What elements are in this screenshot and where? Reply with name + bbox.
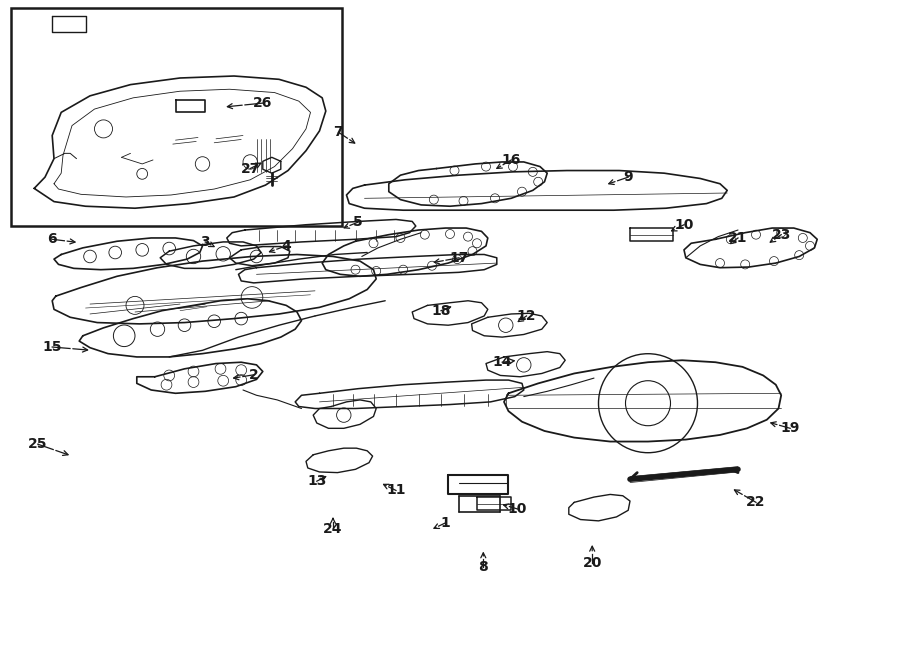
Text: 25: 25 — [28, 437, 48, 451]
Text: 23: 23 — [771, 227, 791, 242]
Text: 6: 6 — [48, 232, 57, 247]
Text: 27: 27 — [240, 161, 260, 176]
Text: 21: 21 — [728, 231, 748, 245]
Text: 7: 7 — [334, 125, 343, 139]
Text: 16: 16 — [501, 153, 521, 167]
Text: 5: 5 — [354, 215, 363, 229]
Text: 2: 2 — [249, 368, 258, 382]
Text: 18: 18 — [431, 303, 451, 318]
Text: 10: 10 — [508, 502, 527, 516]
Text: 9: 9 — [624, 170, 633, 184]
Text: 1: 1 — [441, 516, 450, 530]
Text: 20: 20 — [582, 556, 602, 570]
Text: 3: 3 — [201, 235, 210, 249]
Text: 13: 13 — [307, 474, 327, 488]
Text: 24: 24 — [323, 522, 343, 536]
Text: 8: 8 — [479, 560, 488, 574]
Bar — [11, 8, 342, 226]
Text: 15: 15 — [42, 340, 62, 354]
Text: 12: 12 — [517, 309, 536, 323]
Text: 10: 10 — [674, 217, 694, 232]
Text: 11: 11 — [386, 483, 406, 498]
Text: 22: 22 — [746, 495, 766, 510]
Text: 14: 14 — [492, 355, 512, 369]
Text: 4: 4 — [282, 239, 291, 253]
Text: 26: 26 — [253, 96, 273, 110]
Text: 17: 17 — [449, 251, 469, 265]
Text: 19: 19 — [780, 421, 800, 436]
